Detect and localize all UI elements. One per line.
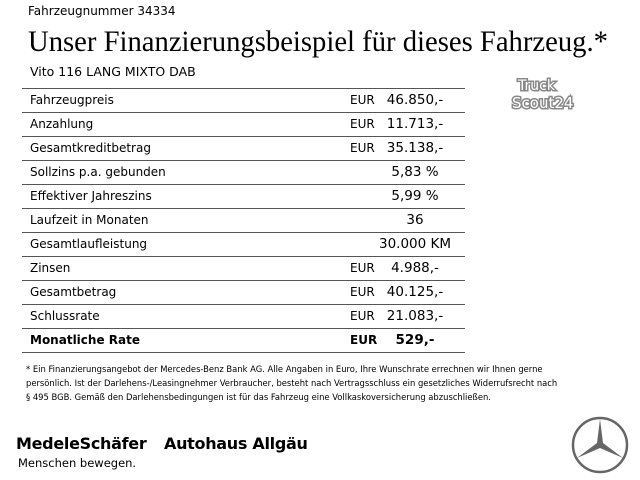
brand: MedeleSchäfer: [16, 434, 147, 453]
row-value: 5,99 %: [391, 188, 439, 204]
table-row: Laufzeit in Monaten 36: [22, 209, 465, 233]
logo-line1: Truck: [517, 78, 556, 94]
table-row: Zinsen EUR 4.988,-: [22, 257, 465, 281]
row-label: Gesamtbetrag: [30, 285, 117, 299]
table-row: Gesamtlaufleistung 30.000 KM: [22, 233, 465, 257]
footnote-line: persönlich. Ist der Darlehens-/Leasingne…: [26, 378, 558, 388]
vehicle-number: Fahrzeugnummer 34334: [28, 4, 176, 18]
row-label: Gesamtkreditbetrag: [30, 141, 151, 155]
table-row: Effektiver Jahreszins 5,99 %: [22, 185, 465, 209]
logo-line2: Scout24: [512, 94, 573, 112]
row-label: Zinsen: [30, 261, 71, 275]
row-label: Laufzeit in Monaten: [30, 213, 149, 227]
slogan: Menschen bewegen.: [18, 456, 137, 470]
row-value: 30.000 KM: [378, 236, 452, 252]
title-box: Unser Finanzierungsbeispiel für dieses F…: [28, 25, 608, 58]
row-label: Monatliche Rate: [30, 333, 140, 347]
row-label: Sollzins p.a. gebunden: [30, 165, 166, 179]
truckscout-logo: Truck Scout24: [511, 77, 575, 114]
row-label: Gesamtlaufleistung: [30, 237, 148, 251]
row-value: 5,83 %: [391, 164, 439, 180]
table-row: Gesamtbetrag EUR 40.125,-: [22, 281, 465, 305]
model: Vito 116 LANG MIXTO DAB: [30, 64, 196, 79]
row-value: 21.083,-: [386, 308, 444, 324]
table-row: Gesamtkreditbetrag EUR 35.138,-: [22, 137, 465, 161]
row-value: 35.138,-: [386, 140, 444, 156]
title: Unser Finanzierungsbeispiel für dieses F…: [28, 25, 608, 58]
row-currency: EUR: [350, 309, 375, 323]
mercedes-star: [571, 416, 629, 474]
row-label: Fahrzeugpreis: [30, 93, 114, 107]
brand: Autohaus Allgäu: [164, 434, 308, 453]
row-currency: EUR: [350, 333, 378, 347]
footnote-line: § 495 BGB. Gemäß den Darlehensbedingunge…: [26, 392, 491, 402]
row-label: Effektiver Jahreszins: [30, 189, 152, 203]
row-label: Anzahlung: [30, 117, 94, 131]
row-currency: EUR: [350, 141, 375, 155]
row-value: 4.988,-: [391, 260, 439, 276]
row-value: 529,-: [395, 332, 435, 348]
row-label: Schlussrate: [30, 309, 100, 323]
row-value: 46.850,-: [386, 92, 444, 108]
row-currency: EUR: [350, 93, 375, 107]
row-currency: EUR: [350, 285, 375, 299]
row-currency: EUR: [350, 117, 375, 131]
table-row: Fahrzeugpreis EUR 46.850,-: [22, 88, 465, 113]
table-row: Sollzins p.a. gebunden 5,83 %: [22, 161, 465, 185]
footnote-line: * Ein Finanzierungsangebot der Mercedes-…: [26, 364, 543, 374]
table-row: Anzahlung EUR 11.713,-: [22, 113, 465, 137]
row-value: 36: [406, 212, 424, 228]
row-value: 11.713,-: [386, 116, 444, 132]
table-row: Monatliche Rate EUR 529,-: [22, 329, 465, 353]
row-value: 40.125,-: [386, 284, 444, 300]
finance-table: Fahrzeugpreis EUR 46.850,- Anzahlung EUR 11.7…: [22, 88, 465, 353]
table-row: Schlussrate EUR 21.083,-: [22, 305, 465, 329]
row-currency: EUR: [350, 261, 375, 275]
